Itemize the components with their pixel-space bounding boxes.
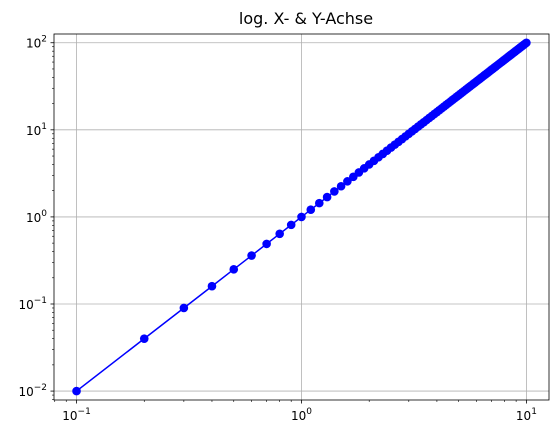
data-point (275, 229, 284, 239)
data-point (330, 187, 339, 196)
plot-area: 10−1 100 101 10−2 10−1 100 101 102 (18, 33, 550, 423)
x-tick-label: 10−1 (62, 407, 91, 423)
y-tick-label: 101 (26, 122, 47, 138)
chart-title: log. X- & Y-Achse (239, 9, 373, 28)
data-point (286, 220, 296, 230)
data-point (247, 251, 256, 260)
data-point (314, 198, 324, 208)
data-point (336, 181, 346, 191)
y-tick-label: 102 (26, 35, 47, 51)
data-point (343, 177, 352, 186)
data-point (322, 192, 332, 202)
y-tick-label: 100 (26, 209, 47, 225)
data-point (229, 265, 239, 274)
data-point (207, 281, 217, 291)
data-point (179, 303, 189, 313)
data-point (297, 212, 306, 222)
data-point (262, 239, 271, 249)
x-tick-label: 100 (291, 407, 312, 423)
y-tick-label: 10−2 (18, 383, 47, 399)
data-point (522, 38, 531, 48)
data-point (139, 334, 149, 343)
data-point (306, 205, 316, 214)
x-tick-label: 101 (516, 407, 537, 423)
y-tick-label: 10−1 (18, 296, 47, 312)
data-point (72, 386, 81, 396)
